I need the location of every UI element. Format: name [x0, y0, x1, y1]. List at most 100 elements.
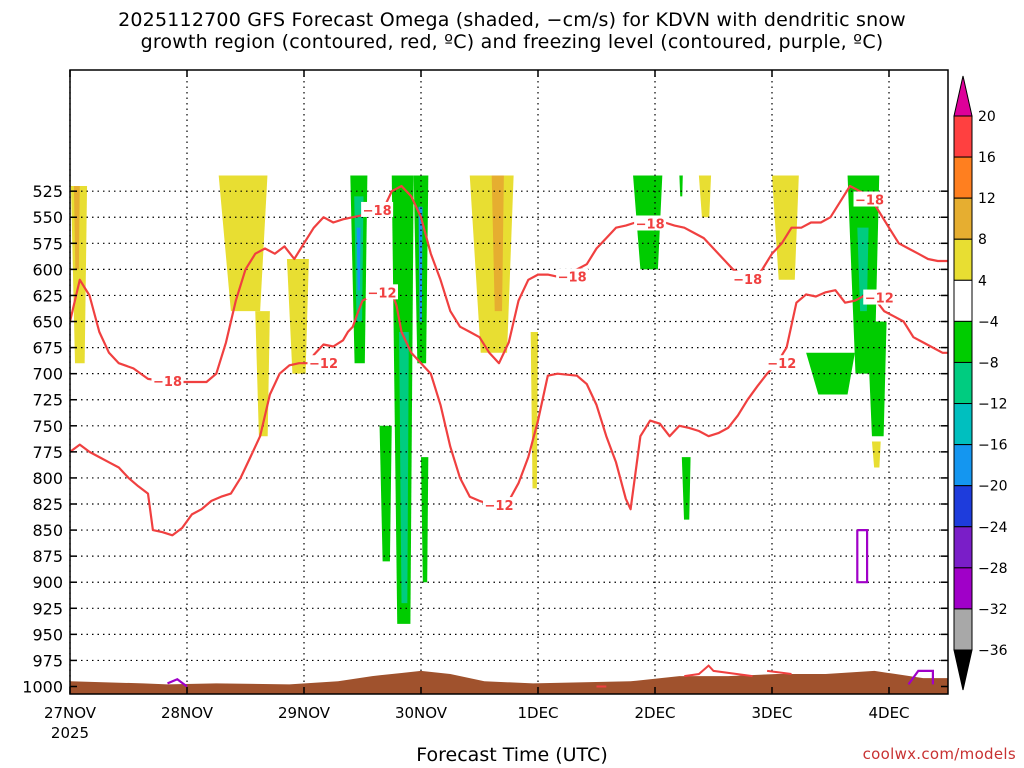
colorbar-bin [953, 567, 973, 610]
y-tick-label: 575 [32, 234, 63, 253]
y-tick-label: 650 [32, 313, 63, 332]
y-tick-label: 750 [32, 417, 63, 436]
contour-label: −18 [733, 273, 762, 288]
omega-patch [491, 175, 504, 312]
contour-label: −18 [855, 194, 884, 209]
y-tick-label: 900 [32, 573, 63, 592]
colorbar: 20 16 12 8 4 −4 −8 −12 −16 −20 −24 −28 −32 −36 [953, 75, 1008, 691]
x-tick-label: 28NOV [161, 704, 214, 722]
colorbar-label: −36 [978, 643, 1008, 659]
y-tick-label: 675 [32, 339, 63, 358]
colorbar-label: −28 [978, 561, 1008, 577]
colorbar-label: −32 [978, 602, 1008, 618]
contour-label-bg [863, 289, 896, 305]
terrain-layer [70, 670, 948, 694]
freezing-contour-line [167, 677, 188, 688]
freezing-contour-line [856, 529, 869, 584]
colorbar-label: 4 [978, 273, 987, 289]
y-tick-label: 1000 [22, 678, 63, 697]
omega-patch [469, 175, 514, 353]
contour-label-bg [765, 355, 798, 371]
x-tick-label: 27NOV [44, 704, 97, 722]
y-tick-label: 550 [32, 208, 63, 227]
colorbar-bin [953, 485, 973, 528]
plot-frame [69, 69, 949, 695]
x-tick-label: 4DEC [868, 704, 909, 722]
contour-label-bg [634, 215, 667, 231]
contour-label-bg [307, 355, 340, 371]
omega-patch [681, 457, 691, 520]
colorbar-bin [953, 197, 973, 240]
contour-label: −18 [153, 375, 182, 390]
freezing-contour-line [907, 669, 934, 686]
colorbar-label: 20 [978, 109, 996, 125]
credit-link[interactable]: coolwx.com/models [862, 745, 1016, 763]
x-tick-label: 3DEC [751, 704, 792, 722]
omega-patch [530, 331, 538, 489]
omega-patch [421, 457, 429, 583]
contour-label-bg [853, 191, 886, 207]
y-axis: 525 550 575 600 625 650 675 700 725 750 775 800 825 8… [22, 182, 948, 697]
contour-label: −12 [485, 499, 514, 514]
x-tick-label: 29NOV [278, 704, 331, 722]
y-tick-label: 625 [32, 286, 63, 305]
x-axis: 27NOV 2025 28NOV 29NOV 30NOV 1DEC 2DEC 3DEC 4DEC [44, 70, 910, 742]
y-tick-label: 800 [32, 469, 63, 488]
contour-label: −12 [309, 357, 338, 372]
y-tick-label: 975 [32, 651, 63, 670]
colorbar-label: 8 [978, 232, 987, 248]
contour-label-bg [361, 201, 394, 217]
y-tick-label: 775 [32, 443, 63, 462]
contour-label-bg [556, 268, 589, 284]
colorbar-bin [953, 361, 973, 405]
omega-patch [871, 441, 881, 468]
colorbar-label: −16 [978, 438, 1008, 454]
y-tick-label: 950 [32, 625, 63, 644]
colorbar-bin [953, 444, 973, 487]
colorbar-label: −4 [978, 314, 999, 330]
colorbar-bin [953, 403, 973, 446]
warm-contour-line [684, 664, 753, 678]
chart-title-line2: growth region (contoured, red, ºC) and f… [140, 31, 884, 53]
y-tick-label: 825 [32, 495, 63, 514]
warm-contour-line [766, 669, 792, 675]
y-tick-label: 875 [32, 547, 63, 566]
dgz-contour-line [70, 184, 948, 384]
contour-label: −12 [865, 292, 894, 307]
contour-label-bg [151, 372, 184, 388]
omega-patch [772, 175, 799, 280]
colorbar-bin [953, 526, 973, 569]
terrain-fill [70, 670, 948, 694]
colorbar-bottom-triangle [953, 649, 973, 691]
contour-label: −18 [636, 217, 665, 232]
contour-label-bg [483, 497, 515, 513]
colorbar-label: −20 [978, 479, 1008, 495]
contour-label: −18 [558, 271, 587, 286]
omega-patch [698, 175, 712, 218]
chart-title-line1: 2025112700 GFS Forecast Omega (shaded, −… [118, 9, 906, 31]
contour-labels: −18 −18 −18 −18 −18 −18 −12 −12 −12 −12 −12 [151, 191, 896, 514]
contour-label-bg [731, 270, 764, 286]
contour-label-bg [366, 284, 398, 300]
x-tick-sublabel: 2025 [51, 724, 89, 742]
colorbar-top-triangle [953, 75, 973, 117]
contour-label: −12 [767, 357, 796, 372]
y-tick-label: 925 [32, 599, 63, 618]
colorbar-label: −12 [978, 397, 1008, 413]
y-tick-label: 525 [32, 182, 63, 201]
contour-label: −12 [368, 286, 397, 301]
y-tick-label: 725 [32, 391, 63, 410]
omega-shading-layer [70, 175, 887, 624]
omega-patch [867, 321, 887, 437]
omega-patch [379, 425, 392, 562]
x-tick-label: 30NOV [395, 704, 448, 722]
y-tick-label: 600 [32, 260, 63, 279]
colorbar-label: 16 [978, 150, 996, 166]
colorbar-bin [953, 238, 973, 281]
omega-patch [286, 258, 309, 374]
y-tick-label: 700 [32, 365, 63, 384]
omega-patch [73, 185, 80, 270]
colorbar-bin [953, 156, 973, 199]
gridlines [69, 70, 948, 694]
